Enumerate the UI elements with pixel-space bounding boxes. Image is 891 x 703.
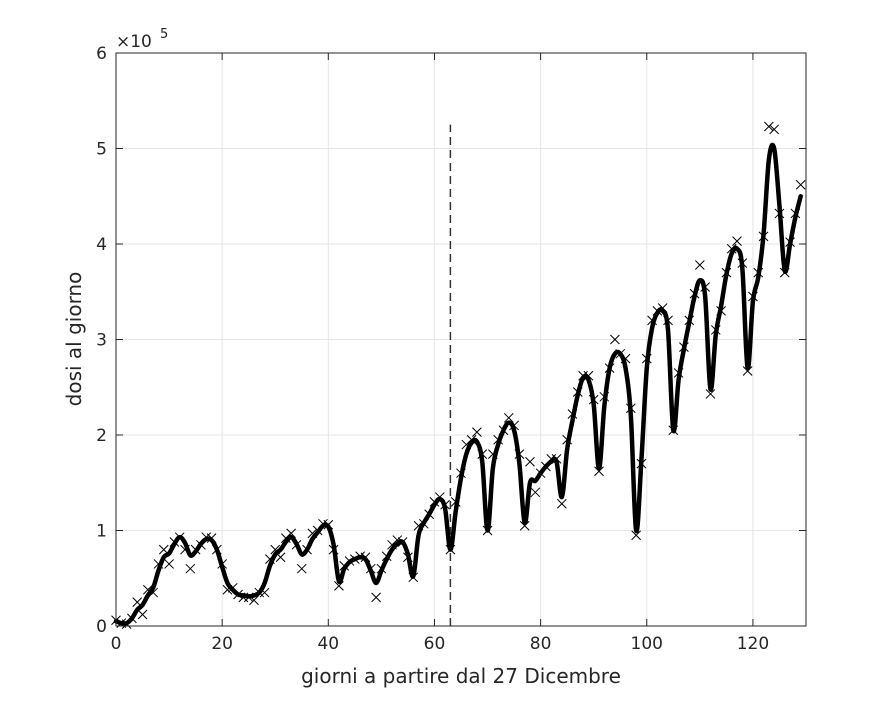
data-point (763, 121, 774, 132)
data-point (795, 179, 806, 190)
data-point (610, 334, 620, 345)
x-tick-label: 80 (530, 634, 552, 654)
data-point (631, 530, 642, 541)
y-tick-labels: 0 1 2 3 4 5 6 (96, 44, 107, 637)
x-tick-label: 120 (737, 634, 769, 654)
data-point (334, 581, 344, 591)
data-point (732, 236, 742, 246)
x-tick-label: 40 (317, 634, 339, 654)
y-tick-label: 4 (96, 235, 107, 255)
data-point (472, 427, 482, 437)
data-point (556, 498, 567, 509)
x-axis-label: giorni a partire dal 27 Dicembre (301, 664, 621, 688)
data-point (137, 609, 148, 620)
data-point (594, 466, 604, 477)
x-tick-label: 20 (211, 634, 233, 654)
y-exponent-base: ×10 (116, 32, 152, 52)
data-point (769, 124, 780, 135)
data-point (694, 260, 705, 270)
data-point (185, 563, 196, 574)
x-tick-label: 100 (631, 634, 663, 654)
data-point (519, 520, 530, 531)
y-axis-label: dosi al giorno (62, 272, 86, 407)
y-tick-label: 1 (96, 522, 107, 542)
y-tick-label: 0 (96, 617, 107, 637)
y-tick-label: 2 (96, 426, 107, 446)
series-line (113, 142, 803, 626)
y-tick-label: 5 (96, 140, 107, 160)
y-exponent-power: 5 (160, 27, 168, 42)
data-point (371, 592, 381, 603)
data-point (530, 487, 541, 498)
ticks (115, 52, 806, 627)
data-point (503, 412, 514, 423)
x-tick-labels: 0 20 40 60 80 100 120 (111, 634, 770, 654)
x-tick-label: 0 (111, 634, 122, 654)
data-point (705, 389, 716, 399)
x-tick-label: 60 (424, 634, 446, 654)
data-point (164, 559, 174, 569)
data-point (296, 563, 307, 574)
y-tick-label: 3 (96, 331, 107, 351)
y-tick-label: 6 (96, 44, 107, 64)
data-point (525, 456, 535, 467)
data-point (742, 366, 753, 376)
